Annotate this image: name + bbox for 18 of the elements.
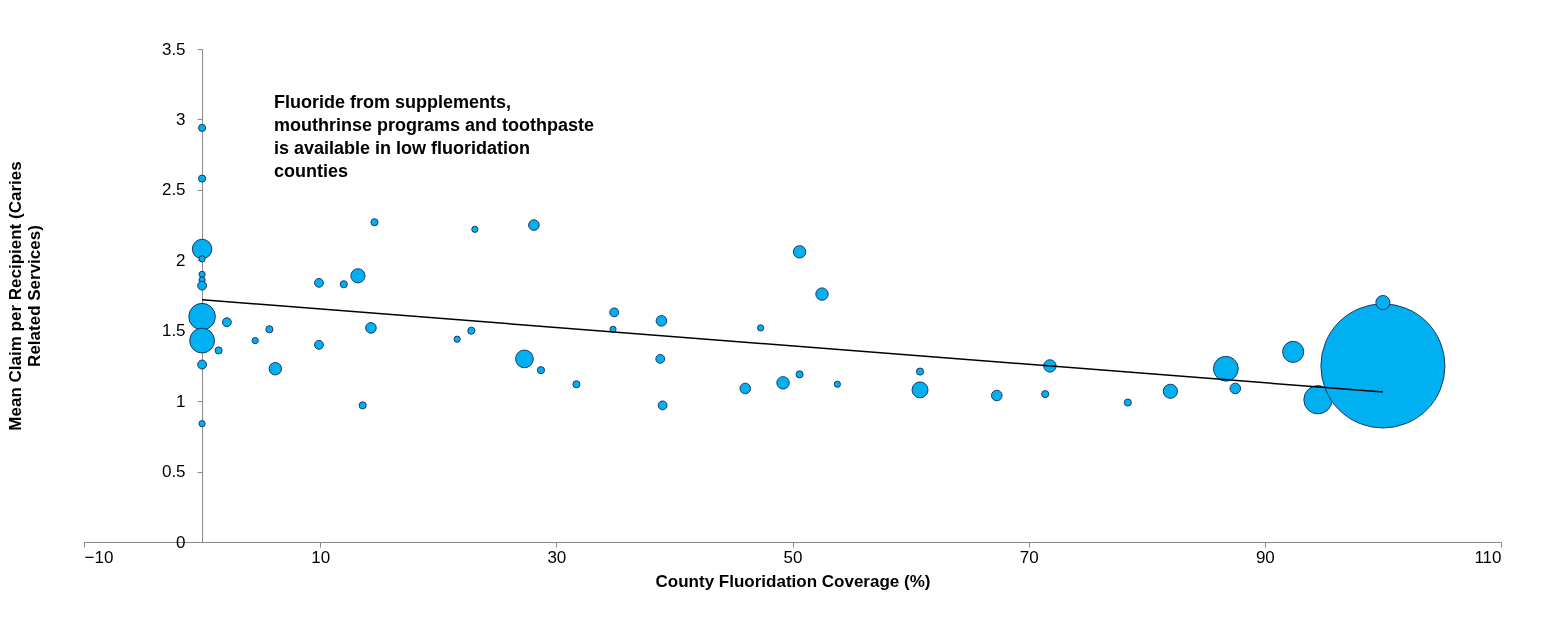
annotation: Fluoride from supplements, mouthrinse programs and toothpaste is available in low fluoridation counties <box>274 92 595 181</box>
x-tick-label: −10 <box>84 547 114 567</box>
x-tick-label: 30 <box>547 547 567 567</box>
y-tick-label: 2 <box>176 250 186 270</box>
y-tick-label: 0.5 <box>161 462 186 482</box>
y-tick-label: 3 <box>176 109 186 129</box>
y-axis-title: Mean Claim per Recipient (Caries Related Services) <box>5 161 44 431</box>
y-tick-label: 0 <box>176 532 186 552</box>
x-axis-title: County Fluoridation Coverage (%) <box>655 571 931 591</box>
x-tick-label: 50 <box>783 547 803 567</box>
y-tick-label: 1 <box>176 391 186 411</box>
y-tick-label: 1.5 <box>161 321 186 341</box>
x-tick-label: 90 <box>1255 547 1275 567</box>
x-tick-label: 10 <box>311 547 331 567</box>
x-tick-label: 110 <box>1474 547 1502 567</box>
x-tick-label: 70 <box>1019 547 1039 567</box>
y-tick-label: 2.5 <box>161 180 186 200</box>
y-tick-label: 3.5 <box>161 39 186 59</box>
